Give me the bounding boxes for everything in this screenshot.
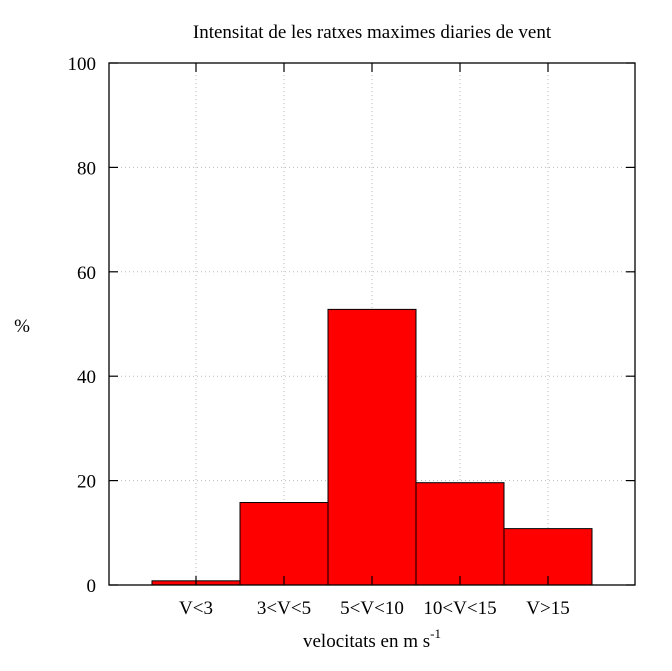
- y-tick-label: 20: [77, 472, 96, 493]
- bar: [239, 502, 329, 586]
- x-tick-label: V<3: [179, 598, 213, 619]
- bar: [503, 528, 593, 586]
- x-tick-label: 3<V<5: [257, 598, 311, 619]
- axis-ticks: [109, 62, 635, 586]
- bars: [151, 308, 593, 586]
- y-tick-labels: 0 20 40 60 80 100: [68, 54, 97, 597]
- chart-title: Intensitat de les ratxes maximes diaries…: [193, 22, 552, 43]
- y-axis-label: %: [14, 316, 30, 337]
- x-axis-label-text: velocitats en m s: [303, 631, 430, 652]
- x-axis-label: velocitats en m s-1: [303, 626, 441, 652]
- x-tick-label: 5<V<10: [340, 598, 404, 619]
- y-tick-label: 40: [77, 367, 96, 388]
- bar: [415, 482, 505, 586]
- x-tick-labels: V<3 3<V<5 5<V<10 10<V<15 V>15: [179, 598, 570, 619]
- x-tick-label: 10<V<15: [423, 598, 496, 619]
- x-axis-label-superscript: -1: [430, 626, 441, 641]
- x-tick-label: V>15: [526, 598, 569, 619]
- y-tick-label: 60: [77, 263, 96, 284]
- y-tick-label: 0: [87, 576, 97, 597]
- bar: [327, 308, 417, 586]
- y-tick-label: 80: [77, 158, 96, 179]
- y-tick-label: 100: [68, 54, 97, 75]
